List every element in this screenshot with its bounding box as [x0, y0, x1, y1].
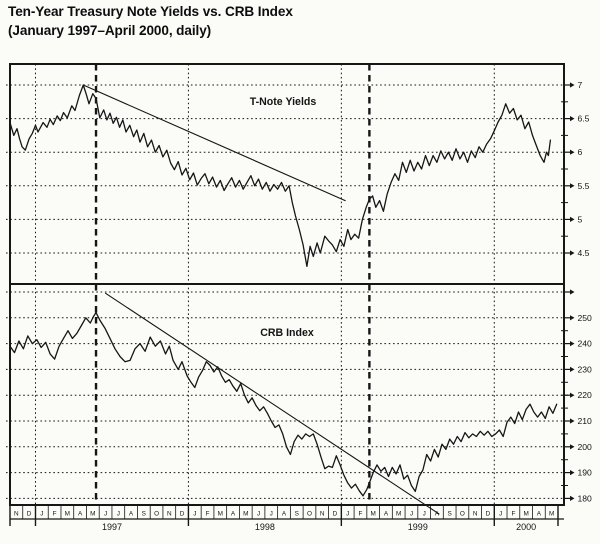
y-axis-label: 230 [578, 364, 593, 374]
month-label: S [295, 511, 299, 518]
tnote-yield-line [9, 84, 552, 268]
bottom-panel-label: CRB Index [260, 327, 314, 339]
month-label: J [423, 511, 426, 518]
month-label: M [218, 511, 223, 518]
axis-tick-arrow-icon [570, 149, 575, 155]
month-label: M [371, 511, 376, 518]
month-label: J [193, 511, 196, 518]
year-label: 1999 [408, 522, 428, 532]
y-axis-label: 220 [578, 390, 593, 400]
crb-trendline [105, 292, 440, 515]
y-axis-label: 180 [578, 493, 593, 503]
month-label: J [257, 511, 260, 518]
axis-tick-arrow-icon [570, 470, 575, 476]
chart-title-line1: Ten-Year Treasury Note Yields vs. CRB In… [8, 4, 293, 19]
y-axis-label: 240 [578, 339, 593, 349]
month-label: M [65, 511, 70, 518]
month-label: F [511, 511, 515, 518]
month-label: A [282, 511, 287, 518]
y-axis-label: 5.5 [578, 181, 590, 191]
year-labels: 1997 1998 1999 2000 [102, 522, 536, 532]
year-label: 2000 [516, 522, 536, 532]
month-label: J [40, 511, 43, 518]
y-axis-label: 6.5 [578, 114, 590, 124]
chart-title-line2: (January 1997–April 2000, daily) [8, 22, 212, 38]
month-label: J [270, 511, 273, 518]
axis-tick-arrow-icon [570, 392, 575, 398]
year-label: 1997 [102, 522, 122, 532]
axis-tick-arrow-icon [570, 341, 575, 347]
month-label: M [396, 511, 401, 518]
month-label: A [231, 511, 236, 518]
month-label: O [460, 511, 465, 518]
month-label: S [142, 511, 146, 518]
month-label: F [359, 511, 363, 518]
month-label: J [104, 511, 107, 518]
month-label: M [549, 511, 554, 518]
month-label: F [53, 511, 57, 518]
tnote-trendline [82, 84, 346, 202]
axis-tick-arrow-icon [570, 289, 575, 295]
month-label: N [320, 511, 325, 518]
y-axis-label: 6 [578, 147, 583, 157]
y-axis-label: 4.5 [578, 248, 590, 258]
chart-title: Ten-Year Treasury Note Yields vs. CRB In… [8, 3, 293, 40]
y-axis-label: 200 [578, 442, 593, 452]
axis-tick-arrow-icon [570, 366, 575, 372]
year-label: 1998 [255, 522, 275, 532]
axis-tick-arrow-icon [570, 183, 575, 189]
axis-tick-arrow-icon [570, 216, 575, 222]
month-label: M [523, 511, 528, 518]
month-label: N [167, 511, 172, 518]
month-label: J [117, 511, 120, 518]
y-axis-label: 7 [578, 80, 583, 90]
month-label: J [499, 511, 502, 518]
month-label: A [384, 511, 389, 518]
bottom-panel-grid: 250 240 230 220 210 200 190 180 [6, 289, 592, 503]
month-label: D [27, 511, 32, 518]
top-panel-label: T-Note Yields [250, 96, 317, 108]
axis-tick-arrow-icon [570, 82, 575, 88]
month-label: N [14, 511, 19, 518]
month-label: M [90, 511, 95, 518]
axis-tick-arrow-icon [570, 315, 575, 321]
axis-tick-arrow-icon [570, 418, 575, 424]
crb-index-line [9, 311, 558, 497]
y-axis-label: 5 [578, 214, 583, 224]
month-label: D [333, 511, 338, 518]
month-label: O [154, 511, 159, 518]
month-label: A [78, 511, 83, 518]
month-label: M [243, 511, 248, 518]
month-label: J [410, 511, 413, 518]
y-axis-label: 250 [578, 313, 593, 323]
month-label: F [206, 511, 210, 518]
month-label: N [473, 511, 478, 518]
month-label: A [129, 511, 134, 518]
y-axis-label: 190 [578, 468, 593, 478]
month-label: O [307, 511, 312, 518]
month-label: A [435, 511, 440, 518]
axis-tick-arrow-icon [570, 495, 575, 501]
month-label: S [448, 511, 452, 518]
month-label: D [486, 511, 491, 518]
axis-tick-arrow-icon [570, 444, 575, 450]
month-label: D [180, 511, 185, 518]
axis-tick-arrow-icon [570, 116, 575, 122]
bottom-panel-frame [9, 283, 565, 506]
month-label: J [346, 511, 349, 518]
axis-tick-arrow-icon [570, 250, 575, 256]
y-axis-label: 210 [578, 416, 593, 426]
month-label: A [537, 511, 542, 518]
